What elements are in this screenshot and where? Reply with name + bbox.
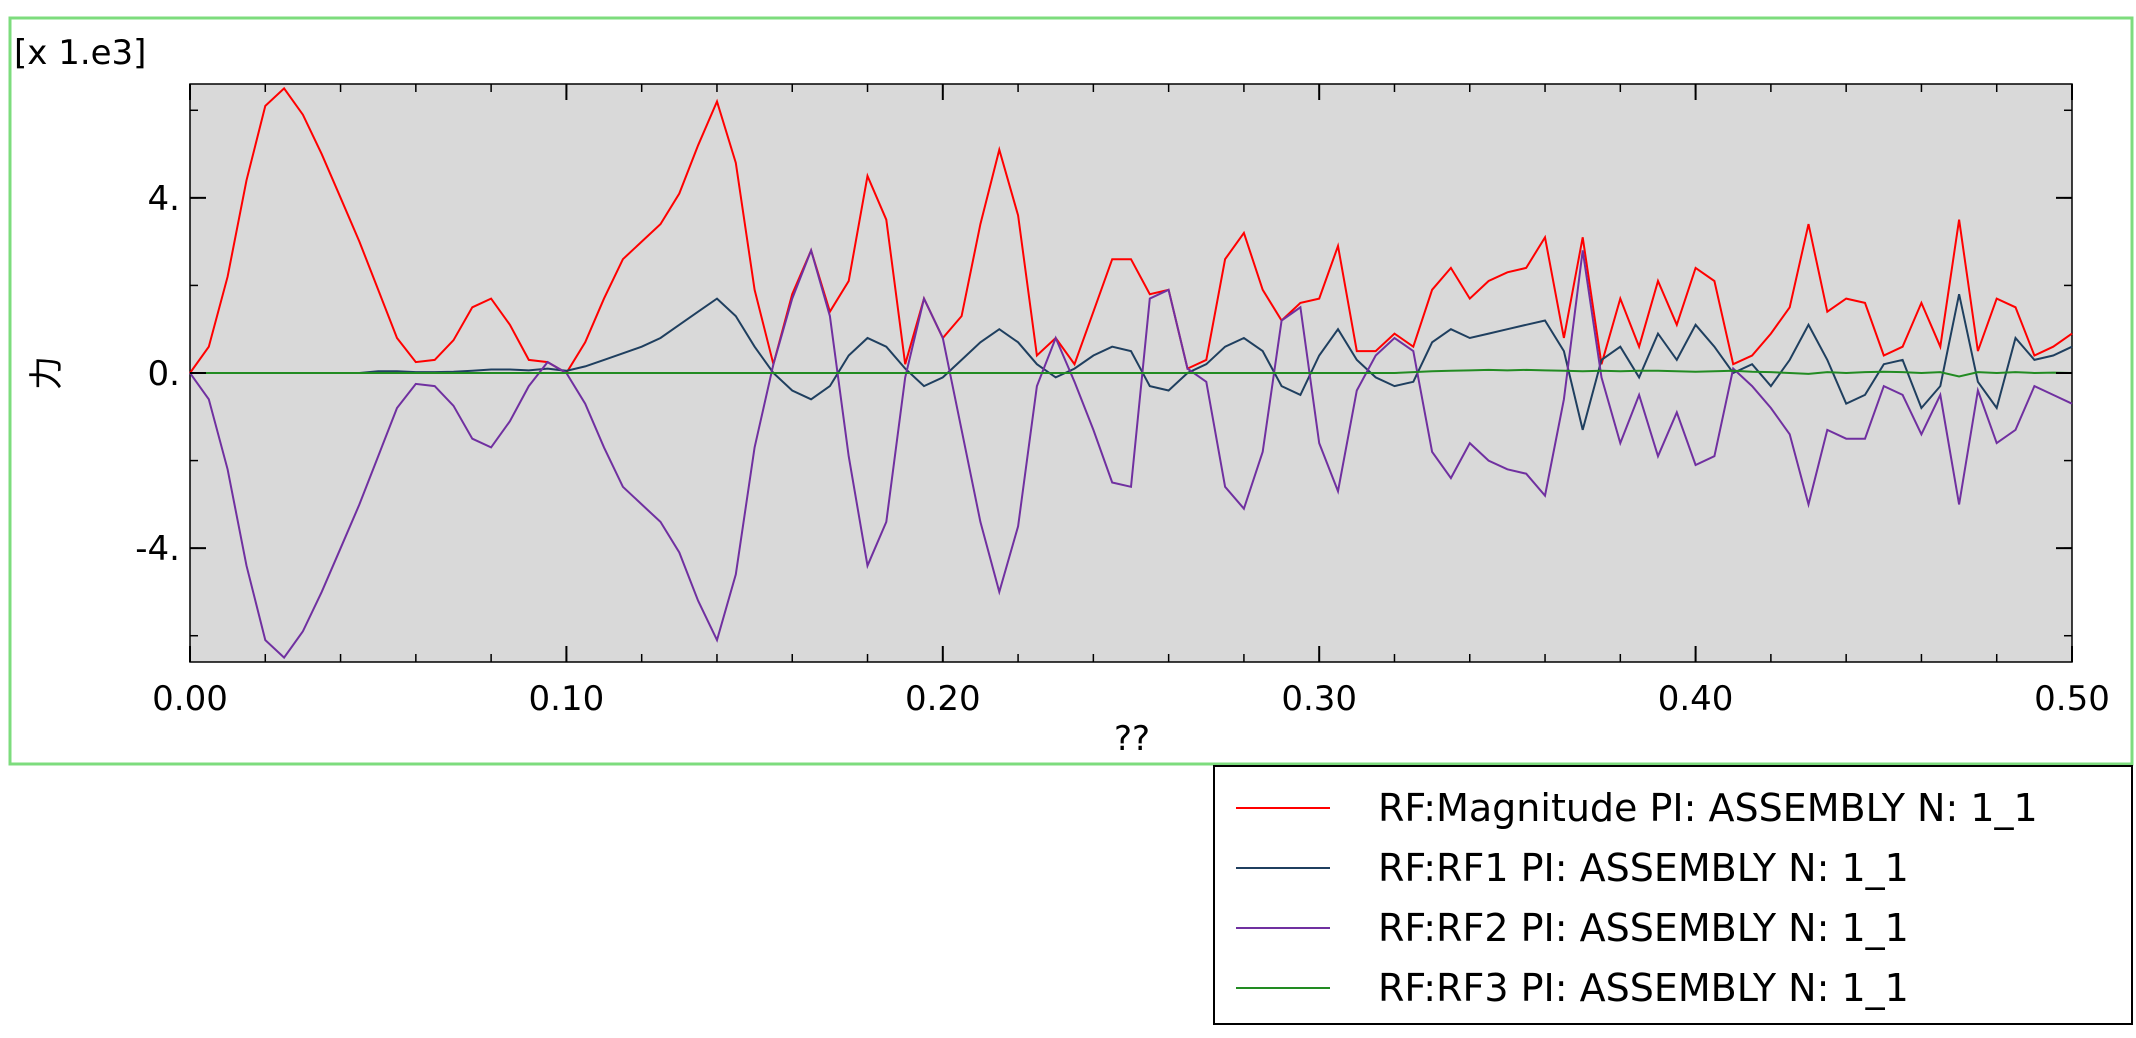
y-tick-label: 4. (148, 179, 180, 219)
x-tick-label: 0.10 (529, 679, 605, 719)
legend-entry-label: RF:Magnitude PI: ASSEMBLY N: 1_1 (1378, 786, 2038, 830)
legend-entry-label: RF:RF3 PI: ASSEMBLY N: 1_1 (1378, 966, 1909, 1010)
series-line-4 (190, 368, 2073, 378)
y-tick-label: -4. (135, 529, 180, 569)
legend-box (1213, 765, 2133, 1025)
series-line-1 (189, 86, 2073, 375)
x-tick-label: 0.20 (905, 679, 981, 719)
legend-entry-label: RF:RF2 PI: ASSEMBLY N: 1_1 (1378, 906, 1909, 950)
y-tick-label: 0. (148, 354, 180, 394)
plot-area (189, 83, 2073, 663)
y-axis: -4. 0. 4. (135, 109, 2072, 637)
x-tick-label: 0.40 (1658, 679, 1734, 719)
x-axis-label: ?? (1114, 719, 1150, 759)
x-tick-label: 0.00 (152, 679, 228, 719)
series-line-3 (189, 247, 2073, 660)
x-axis: 0.00 0.10 0.20 0.30 0.40 0.50 (152, 84, 2110, 719)
y-axis-label: 力 (27, 356, 67, 390)
y-multiplier-label: [x 1.e3] (14, 33, 146, 73)
legend-entry-label: RF:RF1 PI: ASSEMBLY N: 1_1 (1378, 846, 1909, 890)
x-tick-label: 0.30 (1281, 679, 1357, 719)
x-tick-label: 0.50 (2034, 679, 2110, 719)
legend: RF:Magnitude PI: ASSEMBLY N: 1_1 RF:RF1 P… (1213, 765, 2133, 1025)
